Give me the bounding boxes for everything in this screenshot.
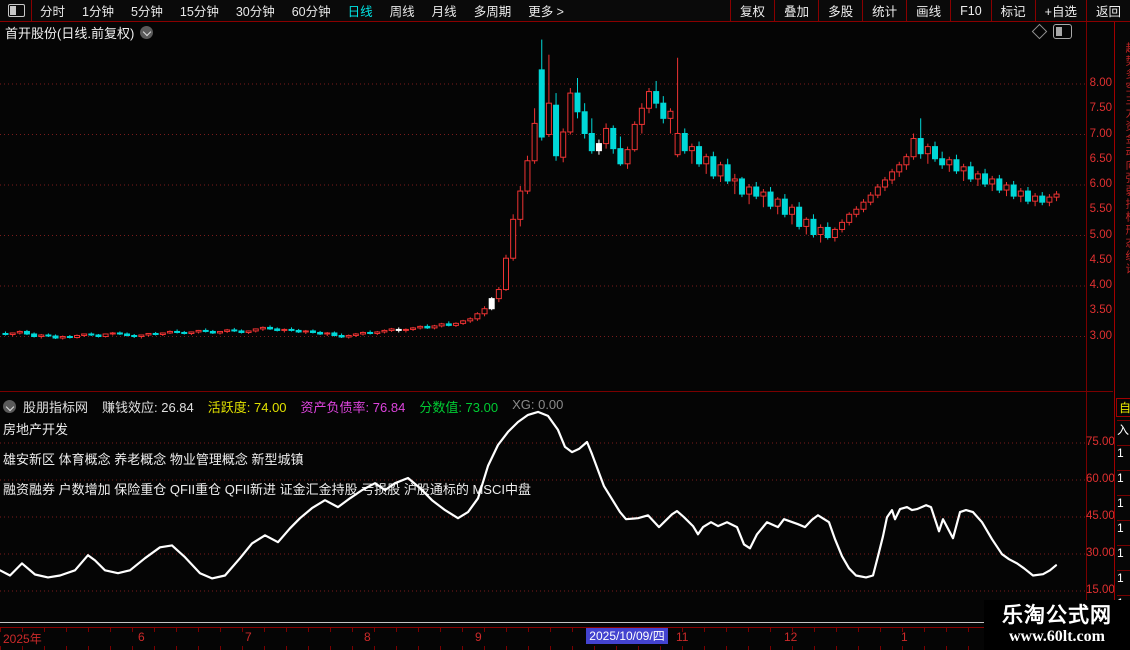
price-tick-2: 7.00 [1089, 127, 1112, 140]
bottom-tick-strip [0, 646, 1130, 650]
title-chevron-down-icon[interactable] [140, 25, 154, 39]
period-tab-9[interactable]: 多周期 [473, 5, 512, 19]
date-label-5: 11 [676, 630, 689, 644]
period-tab-0[interactable]: 分时 [40, 5, 66, 19]
price-tick-5: 5.50 [1089, 203, 1112, 216]
indicator-tick-1: 60.00 [1086, 473, 1115, 485]
date-label-0: 2025年 [3, 632, 42, 646]
toolbar-button-1[interactable]: 叠加 [774, 0, 818, 21]
sidebar-row-2[interactable]: 1 [1117, 470, 1130, 485]
toolbar-button-8[interactable]: 返回 [1085, 0, 1130, 21]
indicator-header: 股朋指标网 赚钱效应: 26.84 活跃度: 74.00 资产负债率: 76.84 分数… [3, 397, 577, 416]
sidebar-vertical-label: 趋势多空主力资金动向强弱指标形态统计 [1124, 42, 1130, 276]
chart-title-bar: 首开股份(日线.前复权) [0, 22, 1085, 42]
date-label-7: 1 [901, 630, 908, 644]
panel-toggle-icon[interactable] [1053, 24, 1072, 39]
period-tab-7[interactable]: 周线 [389, 5, 415, 19]
period-tab-4[interactable]: 30分钟 [235, 5, 275, 19]
toolbar-divider [31, 0, 32, 21]
price-tick-9: 3.50 [1089, 304, 1112, 317]
period-tab-8[interactable]: 月线 [431, 5, 457, 19]
top-toolbar: 分时 1分钟 5分钟 15分钟 30分钟 60分钟 日线 周线 月线 多周期 更多 > 复权 叠加 多股… [0, 0, 1130, 22]
date-label-2: 7 [245, 630, 252, 644]
indicator-field-4: 分数值: 73.00 [419, 400, 499, 415]
period-tab-2[interactable]: 5分钟 [130, 5, 163, 19]
price-tick-8: 4.00 [1089, 279, 1112, 291]
price-tick-1: 7.50 [1089, 102, 1112, 115]
indicator-field-3: 资产负债率: 76.84 [300, 400, 406, 415]
watermark-title: 乐淘公式网 [1002, 604, 1112, 627]
diamond-icon[interactable] [1031, 23, 1048, 40]
period-tab-6[interactable]: 日线 [347, 5, 373, 19]
period-tab-1[interactable]: 1分钟 [82, 5, 114, 19]
axis-border-line [1086, 22, 1087, 627]
toolbar-button-2[interactable]: 多股 [818, 0, 862, 21]
sidebar-row-0[interactable]: 入 [1117, 420, 1130, 438]
date-label-3: 8 [364, 630, 371, 644]
indicator-field-2: 活跃度: 74.00 [207, 400, 287, 415]
watermark-url: www.60lt.com [1009, 628, 1105, 645]
sidebar-row-3[interactable]: 1 [1117, 495, 1130, 510]
concept-line-themes: 雄安新区 体育概念 养老概念 物业管理概念 新型城镇 [3, 452, 304, 467]
indicator-tick-0: 75.00 [1086, 436, 1115, 448]
concept-line-industry: 房地产开发 [3, 422, 69, 437]
selected-date-label[interactable]: 2025/10/09/四 [586, 628, 668, 644]
price-tick-4: 6.00 [1089, 178, 1112, 190]
date-axis[interactable]: 2025年 6 7 8 9 11 12 1 2025/10/09/四 [0, 627, 1130, 647]
watermark: 乐淘公式网 www.60lt.com [984, 600, 1130, 650]
panel-separator [0, 391, 1113, 392]
toolbar-button-6[interactable]: 标记 [990, 0, 1035, 21]
period-tabs: 分时 1分钟 5分钟 15分钟 30分钟 60分钟 日线 周线 月线 多周期 更多 > [40, 1, 564, 20]
sidebar-tab-watchlist[interactable]: 自 [1116, 398, 1130, 417]
toolbar-button-0[interactable]: 复权 [730, 0, 774, 21]
price-tick-10: 3.00 [1089, 329, 1112, 342]
indicator-tick-2: 45.00 [1086, 510, 1115, 522]
price-tick-0: 8.00 [1089, 77, 1112, 89]
sidebar-row-6[interactable]: 1 [1117, 570, 1130, 585]
toolbar-buttons: 复权 叠加 多股 统计 画线 F10 标记 +自选 返回 [730, 0, 1130, 21]
price-tick-6: 5.00 [1089, 228, 1112, 241]
date-label-4: 9 [475, 630, 482, 644]
indicator-field-1: 赚钱效应: 26.84 [102, 400, 194, 415]
date-label-6: 12 [784, 630, 798, 644]
price-tick-3: 6.50 [1089, 152, 1112, 165]
price-tick-7: 4.50 [1089, 253, 1112, 266]
indicator-tick-3: 30.00 [1086, 547, 1115, 559]
sidebar-row-5[interactable]: 1 [1117, 545, 1130, 560]
indicator-tick-4: 15.00 [1086, 584, 1115, 596]
right-sidebar[interactable]: 趋势多空主力资金动向强弱指标形态统计 自 入1111111 [1114, 0, 1130, 650]
toolbar-button-7[interactable]: +自选 [1034, 0, 1086, 21]
period-tab-10[interactable]: 更多 > [528, 5, 564, 19]
window-layout-icon[interactable] [8, 4, 25, 17]
indicator-field-5: XG: 0.00 [512, 397, 564, 412]
toolbar-button-4[interactable]: 画线 [906, 0, 950, 21]
panel-bottom-line [0, 622, 1130, 623]
sidebar-row-1[interactable]: 1 [1117, 445, 1130, 460]
indicator-collapse-icon[interactable] [3, 400, 16, 413]
chart-title: 首开股份(日线.前复权) [5, 25, 135, 41]
indicator-field-0: 股朋指标网 [23, 400, 89, 415]
toolbar-button-5[interactable]: F10 [950, 0, 991, 21]
concept-line-flags: 融资融券 户数增加 保险重仓 QFII重仓 QFII新进 证金汇金持股 亏损股 … [3, 482, 531, 497]
toolbar-button-3[interactable]: 统计 [862, 0, 906, 21]
sidebar-row-4[interactable]: 1 [1117, 520, 1130, 535]
period-tab-3[interactable]: 15分钟 [179, 5, 219, 19]
period-tab-5[interactable]: 60分钟 [291, 5, 331, 19]
indicator-values: 股朋指标网 赚钱效应: 26.84 活跃度: 74.00 资产负债率: 76.84 分数… [23, 397, 577, 416]
date-label-1: 6 [138, 630, 145, 644]
